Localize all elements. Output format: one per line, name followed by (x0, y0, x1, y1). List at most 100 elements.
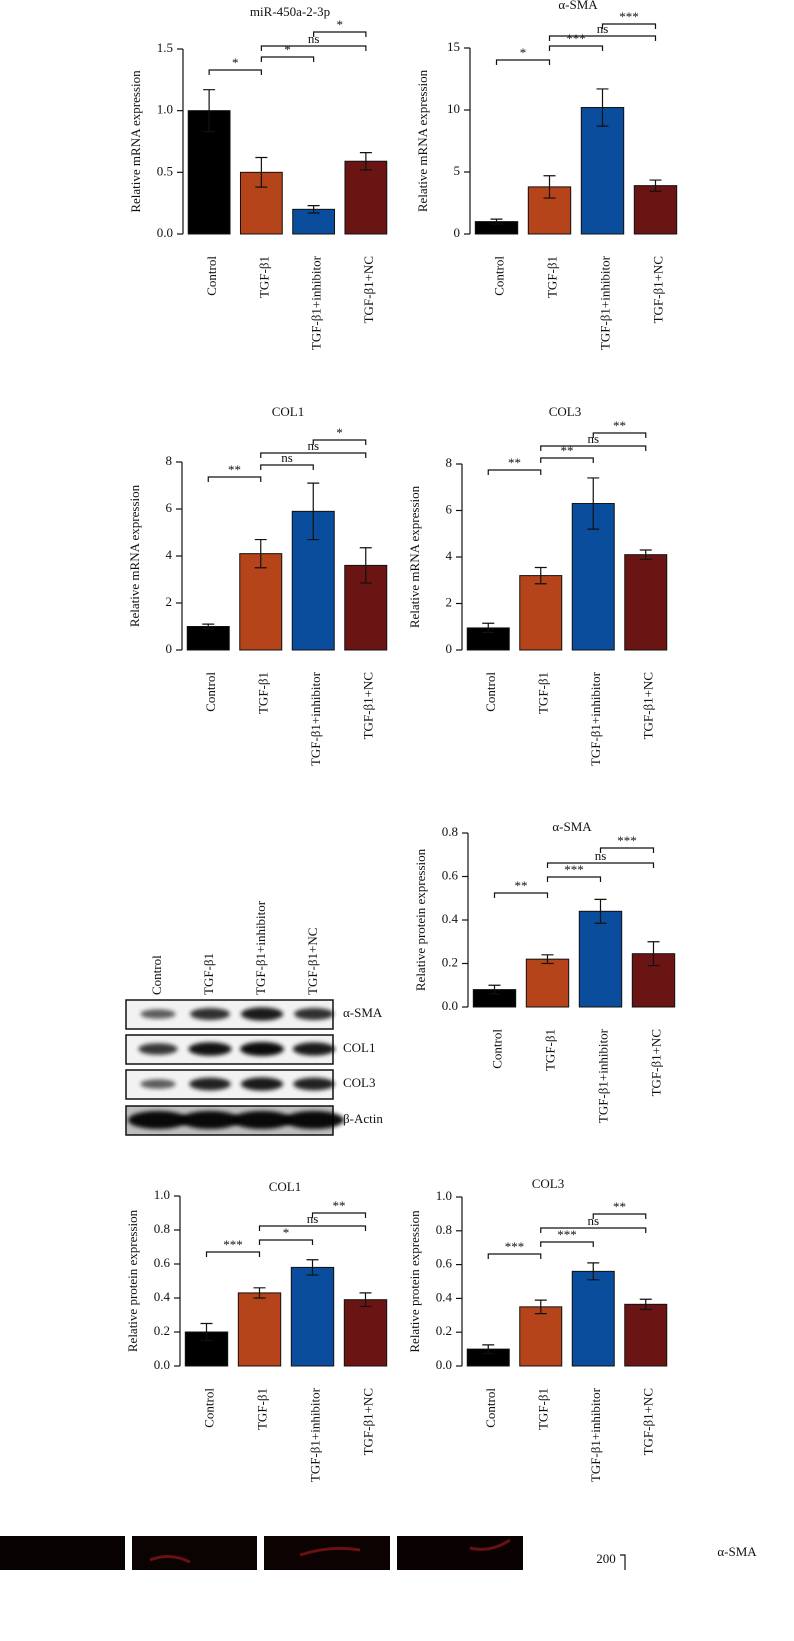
x-tick-label: TGF-β1+inhibitor (307, 1387, 322, 1482)
significance-bracket (260, 45, 367, 51)
x-tick-label: TGF-β1+NC (361, 672, 376, 739)
band-label: α-SMA (343, 1005, 383, 1020)
lane-label: Control (149, 955, 164, 995)
y-tick-label: 0.4 (154, 1289, 171, 1304)
x-tick-label: TGF-β1+inhibitor (588, 671, 603, 766)
y-tick-label: 0.2 (154, 1323, 170, 1338)
significance-label: *** (505, 1239, 525, 1254)
blot-band (180, 1111, 240, 1129)
x-tick-label: Control (483, 1388, 498, 1428)
y-tick-label: 0.6 (154, 1255, 171, 1270)
y-tick-label: 15 (447, 39, 460, 54)
error-bar (200, 1322, 213, 1342)
significance-bracket (546, 876, 602, 882)
x-tick-label: TGF-β1 (254, 1388, 269, 1430)
significance-bracket (540, 445, 647, 451)
significance-bracket (540, 1227, 647, 1233)
y-tick-label: 0.8 (154, 1221, 170, 1236)
bar (633, 185, 678, 235)
chart-title: COL1 (269, 1179, 302, 1194)
x-tick-label: Control (201, 1388, 216, 1428)
y-tick-label: 0 (454, 225, 461, 240)
significance-label: ** (228, 462, 241, 477)
y-axis-label: Relative mRNA expression (128, 70, 143, 213)
significance-bracket (548, 35, 657, 41)
error-bar (587, 1262, 600, 1281)
partial-images (0, 1536, 626, 1570)
significance-bracket (540, 457, 594, 463)
bar (519, 1306, 563, 1367)
blot-band (240, 1007, 284, 1021)
y-tick-label: 0.6 (442, 867, 459, 882)
x-tick-label: TGF-β1+NC (648, 1029, 663, 1096)
error-bar (307, 205, 320, 214)
error-bar (482, 622, 495, 634)
significance-bracket (592, 432, 647, 438)
significance-bracket (601, 23, 657, 29)
blot-band (140, 1079, 176, 1089)
x-tick-label: TGF-β1 (536, 1388, 551, 1430)
blot-band (128, 1111, 188, 1129)
error-bar (647, 941, 660, 967)
y-tick-label: 0.6 (436, 1256, 453, 1271)
chart-title: α-SMA (552, 819, 592, 834)
significance-label: ns (307, 1211, 319, 1226)
y-tick-label: 6 (446, 501, 453, 516)
significance-bracket (493, 892, 549, 898)
chart-title: α-SMA (558, 0, 598, 12)
blot-band (293, 1077, 335, 1091)
y-tick-label: 0.5 (157, 163, 173, 178)
x-tick-label: TGF-β1 (544, 256, 559, 298)
error-bar (254, 538, 267, 569)
significance-label: ** (508, 455, 521, 470)
lane-label: TGF-β1+inhibitor (253, 900, 268, 995)
band-label: β-Actin (343, 1111, 383, 1126)
error-bar (359, 547, 372, 584)
bar (580, 107, 625, 235)
y-axis-label: Relative protein expression (413, 848, 428, 991)
significance-bracket (548, 45, 604, 51)
partial-legend: α-SMA (717, 1544, 757, 1559)
significance-label: *** (617, 833, 637, 848)
significance-bracket (258, 1225, 367, 1231)
blot-band (284, 1111, 344, 1129)
y-tick-label: 8 (446, 455, 453, 470)
x-tick-label: TGF-β1+inhibitor (588, 1387, 603, 1482)
x-tick-label: TGF-β1+NC (641, 672, 656, 739)
y-axis-label: Relative mRNA expression (415, 69, 430, 212)
blot-band (294, 1008, 334, 1020)
y-tick-label: 0.4 (436, 1289, 453, 1304)
significance-bracket (312, 439, 367, 445)
y-axis-label: Relative mRNA expression (407, 485, 422, 628)
error-bar (359, 152, 372, 171)
significance-label: ** (561, 443, 574, 458)
error-bar (482, 1344, 495, 1354)
significance-bracket (260, 56, 315, 62)
y-tick-label: 0.2 (436, 1323, 452, 1338)
significance-bracket (495, 59, 551, 65)
error-bar (639, 1298, 652, 1310)
y-tick-label: 0.8 (436, 1222, 452, 1237)
x-tick-label: TGF-β1+NC (650, 256, 665, 323)
x-tick-label: Control (489, 1029, 504, 1069)
significance-bracket (260, 464, 314, 470)
y-tick-label: 0.8 (442, 824, 458, 839)
y-tick-label: 0.0 (436, 1357, 452, 1372)
error-bar (253, 1287, 266, 1299)
bar (624, 554, 668, 651)
significance-label: *** (566, 31, 586, 46)
significance-label: * (232, 55, 239, 70)
error-bar (255, 156, 268, 188)
y-tick-label: 0.4 (442, 911, 459, 926)
error-bar (596, 88, 609, 127)
significance-label: *** (223, 1237, 243, 1252)
significance-bracket (311, 1212, 367, 1218)
bar (290, 1266, 335, 1367)
chart-title: COL3 (532, 1176, 565, 1191)
y-tick-label: 1.0 (157, 102, 173, 117)
y-tick-label: 4 (446, 548, 453, 563)
significance-label: *** (557, 1227, 577, 1242)
significance-label: * (283, 1225, 290, 1240)
